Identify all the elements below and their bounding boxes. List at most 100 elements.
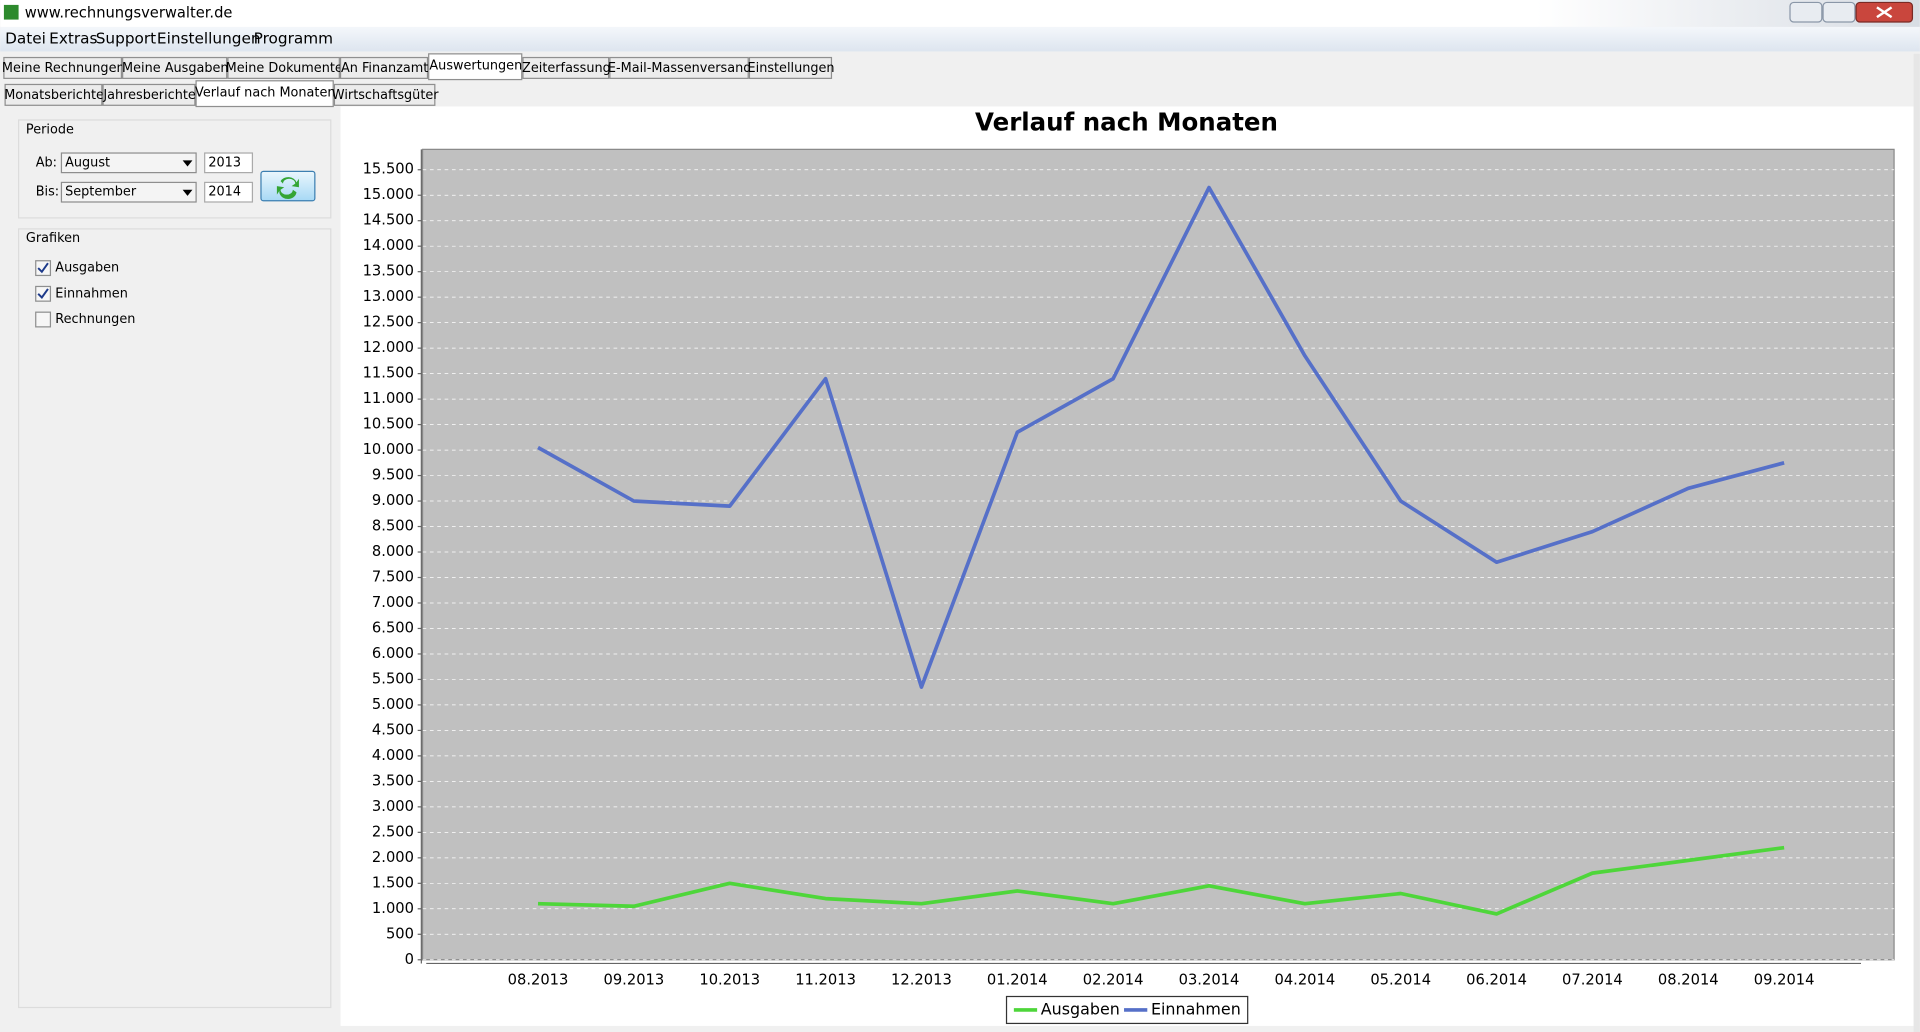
tab-label: Zeiterfassung (522, 61, 611, 76)
x-tick-label: 12.2013 (891, 972, 952, 989)
series-line (537, 185, 1785, 689)
x-tick-label: 05.2014 (1370, 972, 1431, 989)
periode-group (17, 119, 332, 219)
tab-label: Meine Ausgaben (122, 61, 229, 76)
maximize-button[interactable] (1822, 1, 1856, 23)
y-tick-label: 1.500 (372, 874, 414, 891)
y-tick-label: 15.000 (363, 186, 414, 203)
x-tick-label: 08.2013 (508, 972, 569, 989)
label: Ab: (36, 155, 57, 170)
y-tick-label: 6.500 (372, 619, 414, 636)
subtab-label: Monatsberichte (4, 88, 104, 103)
menu-item[interactable]: Extras (49, 30, 97, 48)
checkbox-label: Ausgaben (55, 261, 119, 276)
input-value: 2014 (208, 185, 241, 200)
group-title: Periode (26, 122, 74, 137)
plot-area (421, 148, 1895, 961)
series-line (537, 845, 1785, 916)
y-tick-label: 15.500 (363, 161, 414, 178)
input-value: 2013 (208, 155, 241, 170)
combo-value: September (65, 185, 137, 200)
menu-item[interactable]: Support (96, 30, 156, 48)
checkmark (37, 262, 49, 274)
y-tick-label: 11.000 (363, 390, 414, 407)
menu-item[interactable]: Datei (5, 30, 46, 48)
x-tick-label: 04.2014 (1274, 972, 1335, 989)
y-tick-label: 5.000 (372, 696, 414, 713)
checkbox-label: Rechnungen (55, 312, 135, 327)
tab-label: An Finanzamt (341, 61, 428, 76)
y-tick-label: 8.500 (372, 518, 414, 535)
chart-title: Verlauf nach Monaten (975, 108, 1278, 137)
legend-label: Ausgaben (1041, 999, 1120, 1018)
year-input[interactable] (204, 152, 254, 174)
app-icon (3, 4, 19, 20)
subtab[interactable] (4, 83, 103, 106)
month-combo[interactable] (60, 152, 197, 174)
group-title: Grafiken (26, 231, 80, 246)
y-tick-label: 7.500 (372, 568, 414, 585)
y-tick-label: 1.000 (372, 900, 414, 917)
tab-label: Meine Dokumente (226, 61, 343, 76)
y-tick-label: 4.500 (372, 721, 414, 738)
y-tick-label: 12.500 (363, 314, 414, 331)
y-tick-label: 10.000 (363, 441, 414, 458)
y-tick-label: 4.000 (372, 747, 414, 764)
refresh-icon (276, 177, 299, 199)
checkbox[interactable] (35, 285, 52, 302)
year-input[interactable] (204, 181, 254, 203)
y-tick-label: 13.000 (363, 288, 414, 305)
menu-item[interactable]: Programm (254, 30, 333, 48)
title-bar (0, 0, 1920, 27)
x-tick-label: 10.2013 (699, 972, 760, 989)
subtab[interactable] (333, 83, 436, 106)
tab-label: Einstellungen (748, 61, 835, 76)
refresh-button[interactable] (260, 170, 316, 202)
tab[interactable] (428, 53, 523, 81)
y-tick-label: 3.500 (372, 772, 414, 789)
tab[interactable] (227, 56, 340, 79)
subtab[interactable] (195, 80, 334, 108)
legend-label: Einnahmen (1151, 999, 1241, 1018)
y-tick-label: 9.500 (372, 467, 414, 484)
x-tick-label: 02.2014 (1083, 972, 1144, 989)
tab[interactable] (3, 56, 123, 79)
menu-item[interactable]: Einstellungen (157, 30, 261, 48)
subtab[interactable] (102, 83, 196, 106)
y-tick-label: 3.000 (372, 798, 414, 815)
tab[interactable] (122, 56, 228, 79)
tab[interactable] (748, 56, 833, 79)
y-tick-label: 14.500 (363, 212, 414, 229)
y-tick-label: 14.000 (363, 237, 414, 254)
tab[interactable] (609, 56, 749, 79)
minimize-button[interactable] (1789, 1, 1823, 23)
menu-bar (0, 26, 1920, 52)
checkbox[interactable] (35, 311, 52, 328)
tab-label: E-Mail-Massenversand (608, 61, 751, 76)
scrollbar (1913, 53, 1920, 1032)
x-tick-label: 03.2014 (1179, 972, 1240, 989)
y-tick-label: 2.500 (372, 823, 414, 840)
y-tick-label: 2.000 (372, 849, 414, 866)
y-tick-label: 9.000 (372, 492, 414, 509)
tab[interactable] (339, 56, 429, 79)
window-title: www.rechnungsverwalter.de (25, 4, 233, 21)
x-tick-label: 11.2013 (795, 972, 856, 989)
y-tick-label: 8.000 (372, 543, 414, 560)
combo-value: August (65, 155, 110, 170)
tab[interactable] (522, 56, 610, 79)
x-tick-label: 09.2014 (1754, 972, 1815, 989)
checkbox[interactable] (35, 260, 52, 277)
subtab-label: Wirtschaftsgüter (332, 88, 439, 103)
x-tick-label: 09.2013 (603, 972, 664, 989)
month-combo[interactable] (60, 181, 197, 203)
x-tick-label: 07.2014 (1562, 972, 1623, 989)
tab-label: Auswertungen (429, 59, 522, 74)
subtab-label: Jahresberichte (102, 88, 196, 103)
checkmark (37, 288, 49, 299)
tab-label: Meine Rechnungen (2, 61, 125, 76)
close-icon (1876, 6, 1893, 19)
x-tick-label: 08.2014 (1658, 972, 1719, 989)
